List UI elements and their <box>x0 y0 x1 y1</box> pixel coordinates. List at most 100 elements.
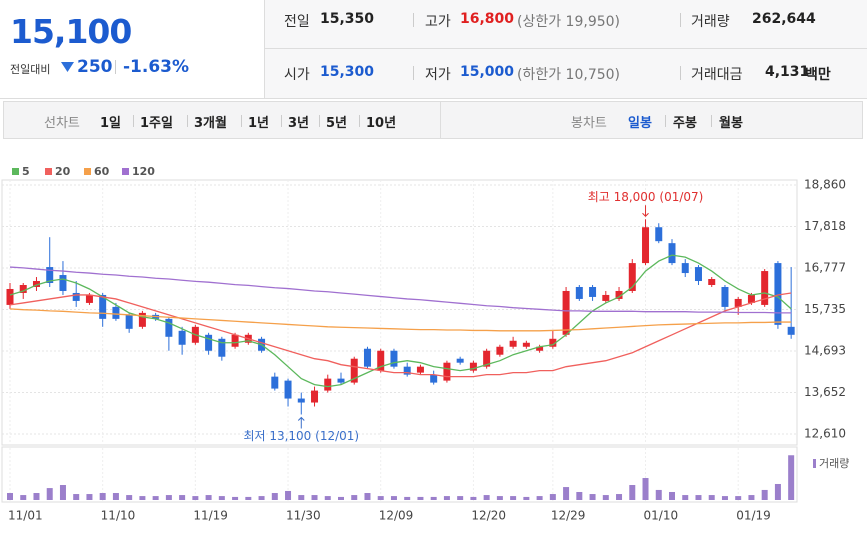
limit: (하한가 10,750) <box>517 67 621 83</box>
down-icon <box>61 62 74 72</box>
tab[interactable]: 일봉 <box>628 116 652 131</box>
tab-separator <box>241 115 242 127</box>
candle-body <box>562 290 570 335</box>
candle-body <box>125 314 133 329</box>
legend-swatch <box>45 168 52 175</box>
tab: 선차트 <box>44 116 80 131</box>
legend-swatch <box>84 168 91 175</box>
label: 고가 <box>425 14 451 30</box>
candle-body <box>536 346 544 351</box>
candle-body <box>655 227 663 242</box>
tab[interactable]: 1일 <box>100 116 122 131</box>
separator <box>680 66 681 80</box>
candle-body <box>337 378 345 383</box>
candle-body <box>509 340 517 347</box>
change-label: 전일대비 <box>10 63 51 76</box>
legend-label: 120 <box>132 165 155 178</box>
candle-body <box>138 312 146 327</box>
high-annotation: 최고 18,000 (01/07) <box>588 190 704 204</box>
candle-body <box>59 275 67 291</box>
separator <box>413 66 414 80</box>
volume-bar <box>589 494 596 500</box>
volume-bar <box>258 496 265 500</box>
volume-bar <box>232 496 239 500</box>
tab-separator <box>133 115 134 127</box>
candle-body <box>218 338 226 357</box>
volume-bar <box>7 493 13 500</box>
candle-body <box>99 294 107 319</box>
volume-bar <box>616 494 623 500</box>
volume-bar <box>390 496 397 500</box>
y-tick-label: 13,652 <box>804 385 846 399</box>
label: 저가 <box>425 67 451 83</box>
legend-label: 거래량 <box>819 457 849 470</box>
candle-body <box>72 292 80 301</box>
change: 250 <box>77 57 113 77</box>
volume-bar <box>430 496 437 500</box>
volume-bar <box>774 483 781 500</box>
tab[interactable]: 3개월 <box>194 116 227 131</box>
volume-bar <box>669 491 675 500</box>
value: 15,300 <box>320 64 375 80</box>
label: 거래량 <box>691 14 730 30</box>
candle-body <box>575 286 583 299</box>
candle-body <box>615 290 623 299</box>
volume-bar <box>86 494 93 500</box>
price-box: 15,100 전일대비 250 -1.63% <box>0 0 265 98</box>
tab[interactable]: 3년 <box>288 116 310 131</box>
tab[interactable]: 5년 <box>326 116 348 131</box>
limit: (상한가 19,950) <box>517 14 621 30</box>
volume-bar <box>496 496 503 500</box>
candle-body <box>708 279 716 285</box>
value: 15,350 <box>320 11 375 27</box>
tab[interactable]: 월봉 <box>719 116 743 131</box>
volume-bar <box>165 495 172 500</box>
volume-bar <box>192 496 199 500</box>
tab-divider <box>440 102 441 138</box>
candle-body <box>284 380 292 399</box>
tab-separator <box>319 115 320 127</box>
candle-body <box>363 348 371 367</box>
x-tick-label: 11/30 <box>286 509 321 523</box>
candle-body <box>522 342 530 347</box>
volume-bar <box>457 496 464 500</box>
x-tick-label: 12/09 <box>379 509 414 523</box>
candle-body <box>681 263 689 274</box>
quote-panel: 15,100 전일대비 250 -1.63% 전일 15,350 고가 16,8… <box>0 0 867 99</box>
volume-bar <box>761 489 768 500</box>
y-tick-label: 18,860 <box>804 178 846 192</box>
volume-bar <box>152 496 159 500</box>
tab[interactable]: 1주일 <box>140 116 173 131</box>
y-tick-label: 17,818 <box>804 219 846 233</box>
candle-body <box>403 366 411 375</box>
volume-bar <box>139 496 146 500</box>
volume-bar <box>59 485 66 500</box>
candle-body <box>85 294 93 303</box>
x-tick-label: 12/20 <box>471 509 506 523</box>
volume-bar <box>682 495 689 500</box>
volume-bar <box>126 495 133 500</box>
candle-body <box>456 358 464 363</box>
tab-separator <box>711 115 712 127</box>
x-tick-label: 11/10 <box>101 509 136 523</box>
volume-bar <box>218 496 225 500</box>
candle-body <box>589 286 597 297</box>
volume-bar <box>523 496 530 500</box>
candle-body <box>747 294 755 303</box>
price-frame <box>1 179 798 446</box>
chart: 12,610 13,652 14,693 15,735 16,777 17,818 18,8… <box>1 165 849 523</box>
volume-bar <box>112 493 119 500</box>
tab[interactable]: 1년 <box>248 116 270 131</box>
tab-separator <box>359 115 360 127</box>
candle-body <box>734 298 742 307</box>
candle-body <box>443 362 451 381</box>
candle-body <box>271 376 279 389</box>
tab[interactable]: 주봉 <box>673 116 697 131</box>
candle-body <box>642 227 650 264</box>
candle-body <box>628 263 636 291</box>
volume-bar <box>549 494 556 500</box>
tab[interactable]: 10년 <box>366 116 397 131</box>
high-arrow <box>642 205 649 217</box>
label: 시가 <box>284 67 310 83</box>
